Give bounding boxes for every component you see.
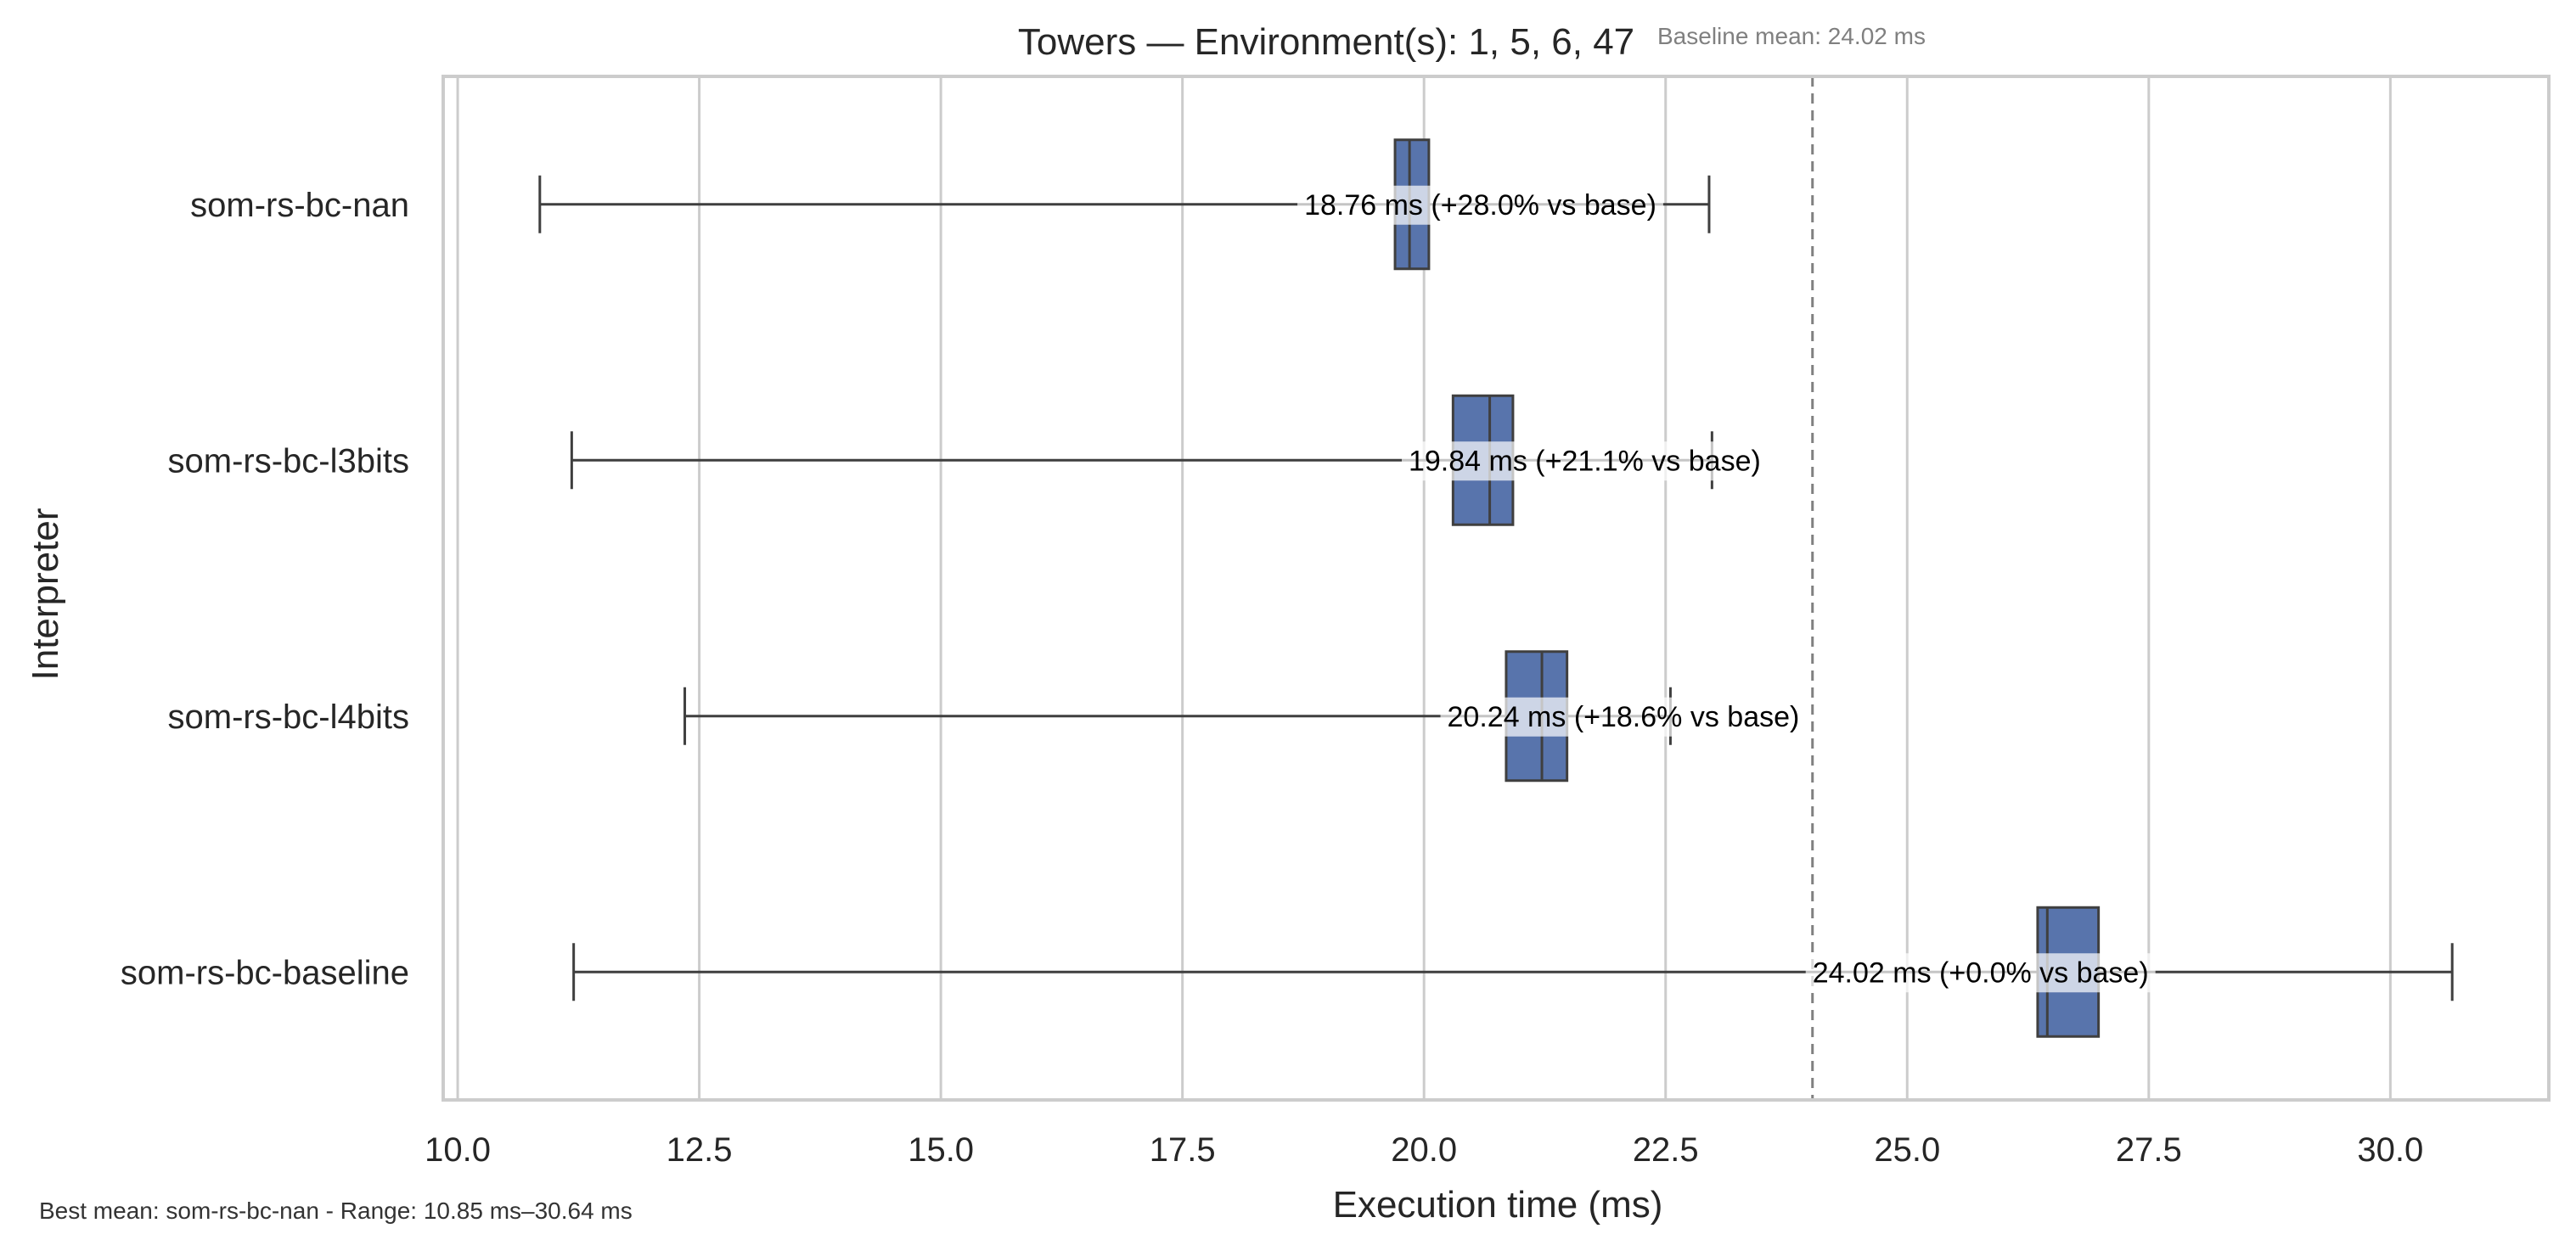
x-tick-label: 25.0	[1874, 1131, 1940, 1169]
mean-annotation-text: 24.02 ms (+0.0% vs base)	[1813, 956, 2149, 989]
mean-annotations: 18.76 ms (+28.0% vs base) 19.84 ms (+21.1…	[1297, 185, 2156, 993]
chart-title: Towers — Environment(s): 1, 5, 6, 47	[1018, 21, 1634, 63]
box-group-som-rs-bc-baseline	[572, 906, 2454, 1038]
mean-annotation-bg	[1297, 185, 1663, 225]
mean-annotation-text: 19.84 ms (+21.1% vs base)	[1409, 445, 1761, 477]
x-tick-label: 30.0	[2357, 1131, 2423, 1169]
x-tick-label: 10.0	[425, 1131, 491, 1169]
y-category-label: som-rs-bc-nan	[190, 187, 409, 224]
mean-annotation-som-rs-bc-nan: 18.76 ms (+28.0% vs base)	[1297, 185, 1663, 225]
x-tick-label: 27.5	[2116, 1131, 2182, 1169]
mean-annotation-text: 20.24 ms (+18.6% vs base)	[1448, 701, 1800, 733]
x-tick-label: 12.5	[666, 1131, 733, 1169]
y-category-label: som-rs-bc-l3bits	[168, 442, 409, 480]
y-category-label: som-rs-bc-l4bits	[168, 698, 409, 736]
mean-annotation-som-rs-bc-baseline: 24.02 ms (+0.0% vs base)	[1805, 953, 2156, 993]
mean-annotation-text: 18.76 ms (+28.0% vs base)	[1304, 189, 1656, 222]
baseline-label: Baseline mean: 24.02 ms	[1657, 23, 1926, 49]
mean-annotation-som-rs-bc-l3bits: 19.84 ms (+21.1% vs base)	[1401, 441, 1768, 481]
y-category-labels: som-rs-bc-nan som-rs-bc-l3bits som-rs-bc-l…	[121, 187, 409, 992]
box-series	[538, 138, 2454, 1038]
plot-frame	[442, 75, 2551, 1102]
mean-annotation-som-rs-bc-l4bits: 20.24 ms (+18.6% vs base)	[1440, 697, 1807, 737]
mean-annotation-bg	[1440, 697, 1807, 737]
mean-annotation-bg	[1401, 441, 1768, 481]
x-tick-label: 22.5	[1633, 1131, 1699, 1169]
mean-annotation-bg	[1805, 953, 2156, 993]
x-tick-label: 15.0	[908, 1131, 974, 1169]
x-tick-label: 20.0	[1391, 1131, 1457, 1169]
x-tick-labels: 10.0 12.5 15.0 17.5 20.0 22.5 25.0 27.5 30.0	[425, 1131, 2423, 1169]
y-category-label: som-rs-bc-baseline	[121, 954, 409, 991]
y-axis-label: Interpreter	[25, 508, 66, 681]
x-tick-label: 17.5	[1150, 1131, 1216, 1169]
x-axis-label: Execution time (ms)	[1333, 1184, 1663, 1226]
footnote: Best mean: som-rs-bc-nan - Range: 10.85 …	[39, 1198, 633, 1224]
